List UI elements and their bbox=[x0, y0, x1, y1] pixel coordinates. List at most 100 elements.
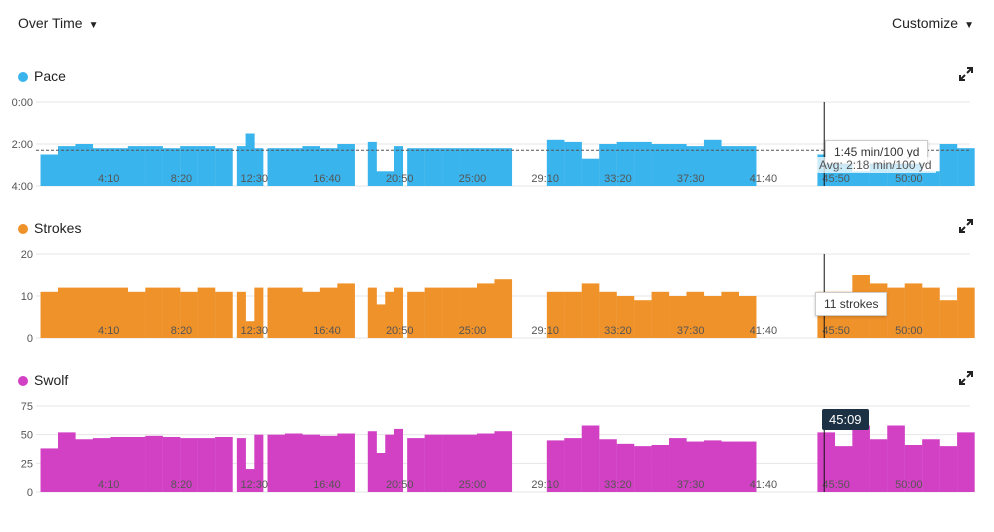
swolf-bar[interactable] bbox=[442, 434, 460, 492]
swolf-bar[interactable] bbox=[957, 432, 975, 492]
strokes-bar[interactable] bbox=[721, 291, 740, 338]
strokes-bar[interactable] bbox=[302, 291, 321, 338]
expand-icon[interactable] bbox=[958, 66, 974, 82]
pace-bar[interactable] bbox=[634, 141, 652, 186]
strokes-bar[interactable] bbox=[887, 287, 905, 338]
swolf-bar[interactable] bbox=[669, 438, 687, 492]
swolf-bar[interactable] bbox=[145, 435, 163, 492]
pace-bar[interactable] bbox=[922, 171, 940, 186]
strokes-bar[interactable] bbox=[197, 287, 216, 338]
strokes-bar[interactable] bbox=[686, 291, 705, 338]
strokes-bar[interactable] bbox=[180, 291, 198, 338]
swolf-bar[interactable] bbox=[476, 433, 495, 492]
swolf-bar[interactable] bbox=[302, 434, 321, 492]
swolf-bar[interactable] bbox=[40, 448, 59, 492]
pace-bar[interactable] bbox=[581, 158, 600, 186]
pace-bar[interactable] bbox=[245, 133, 255, 187]
strokes-bar[interactable] bbox=[110, 287, 128, 338]
swolf-bar[interactable] bbox=[581, 425, 600, 492]
strokes-bar[interactable] bbox=[651, 291, 670, 338]
pace-bar[interactable] bbox=[494, 148, 513, 186]
swolf-bar[interactable] bbox=[215, 436, 233, 492]
pace-bar[interactable] bbox=[669, 144, 687, 186]
pace-bar[interactable] bbox=[442, 148, 460, 186]
swolf-bar[interactable] bbox=[236, 438, 246, 492]
strokes-bar[interactable] bbox=[669, 296, 687, 338]
pace-bar[interactable] bbox=[162, 148, 181, 186]
pace-bar[interactable] bbox=[376, 171, 386, 186]
pace-bar[interactable] bbox=[40, 154, 59, 187]
pace-bar[interactable] bbox=[599, 144, 617, 186]
strokes-bar[interactable] bbox=[599, 291, 617, 338]
strokes-bar[interactable] bbox=[424, 287, 443, 338]
strokes-bar[interactable] bbox=[581, 283, 600, 338]
strokes-bar[interactable] bbox=[385, 291, 395, 338]
pace-bar[interactable] bbox=[476, 148, 495, 186]
swolf-bar[interactable] bbox=[651, 444, 670, 492]
strokes-bar[interactable] bbox=[145, 287, 163, 338]
strokes-bar[interactable] bbox=[494, 279, 513, 338]
pace-bar[interactable] bbox=[284, 148, 303, 186]
strokes-bar[interactable] bbox=[616, 296, 635, 338]
swolf-bar[interactable] bbox=[721, 441, 740, 492]
pace-bar[interactable] bbox=[686, 146, 705, 186]
strokes-bar[interactable] bbox=[215, 291, 233, 338]
swolf-bar[interactable] bbox=[57, 432, 76, 492]
swolf-bar[interactable] bbox=[546, 440, 565, 492]
swolf-bar[interactable] bbox=[686, 441, 705, 492]
strokes-bar[interactable] bbox=[546, 291, 565, 338]
swolf-bar[interactable] bbox=[180, 438, 198, 492]
pace-bar[interactable] bbox=[703, 139, 722, 186]
strokes-bar[interactable] bbox=[957, 287, 975, 338]
swolf-bar[interactable] bbox=[634, 446, 652, 492]
pace-bar[interactable] bbox=[236, 146, 246, 186]
pace-bar[interactable] bbox=[546, 139, 565, 186]
strokes-bar[interactable] bbox=[407, 291, 425, 338]
strokes-bar[interactable] bbox=[319, 287, 338, 338]
strokes-bar[interactable] bbox=[476, 283, 495, 338]
pace-bar[interactable] bbox=[337, 144, 355, 186]
swolf-bar[interactable] bbox=[376, 453, 386, 492]
swolf-bar[interactable] bbox=[869, 439, 888, 492]
pace-bar[interactable] bbox=[939, 144, 958, 186]
strokes-bar[interactable] bbox=[127, 291, 146, 338]
view-dropdown[interactable]: Over Time ▼ bbox=[18, 15, 98, 31]
swolf-bar[interactable] bbox=[254, 434, 264, 492]
pace-bar[interactable] bbox=[110, 148, 128, 186]
expand-icon[interactable] bbox=[958, 218, 974, 234]
swolf-bar[interactable] bbox=[110, 436, 128, 492]
swolf-bar[interactable] bbox=[616, 443, 635, 492]
strokes-bar[interactable] bbox=[442, 287, 460, 338]
strokes-bar[interactable] bbox=[267, 287, 286, 338]
swolf-bar[interactable] bbox=[599, 439, 617, 492]
pace-bar[interactable] bbox=[721, 146, 740, 186]
pace-bar[interactable] bbox=[616, 141, 635, 186]
strokes-bar[interactable] bbox=[40, 291, 59, 338]
pace-bar[interactable] bbox=[267, 148, 286, 186]
swolf-bar[interactable] bbox=[385, 434, 395, 492]
pace-bar[interactable] bbox=[197, 146, 216, 186]
swolf-bar[interactable] bbox=[564, 438, 582, 492]
swolf-bar[interactable] bbox=[817, 432, 836, 492]
swolf-bar[interactable] bbox=[494, 431, 513, 492]
swolf-bar[interactable] bbox=[703, 440, 722, 492]
expand-icon[interactable] bbox=[958, 370, 974, 386]
pace-bar[interactable] bbox=[738, 146, 757, 186]
pace-bar[interactable] bbox=[75, 144, 94, 186]
strokes-bar[interactable] bbox=[564, 291, 582, 338]
swolf-bar[interactable] bbox=[127, 436, 146, 492]
swolf-bar[interactable] bbox=[284, 433, 303, 492]
swolf-bar[interactable] bbox=[407, 438, 425, 492]
swolf-bar[interactable] bbox=[459, 434, 478, 492]
strokes-bar[interactable] bbox=[162, 287, 181, 338]
pace-bar[interactable] bbox=[424, 148, 443, 186]
swolf-bar[interactable] bbox=[267, 434, 286, 492]
swolf-bar[interactable] bbox=[319, 435, 338, 492]
pace-bar[interactable] bbox=[254, 148, 264, 186]
swolf-bar[interactable] bbox=[887, 425, 905, 492]
pace-bar[interactable] bbox=[564, 141, 582, 186]
strokes-bar[interactable] bbox=[939, 300, 958, 338]
swolf-bar[interactable] bbox=[197, 438, 216, 492]
strokes-bar[interactable] bbox=[393, 287, 404, 338]
strokes-bar[interactable] bbox=[376, 304, 386, 338]
